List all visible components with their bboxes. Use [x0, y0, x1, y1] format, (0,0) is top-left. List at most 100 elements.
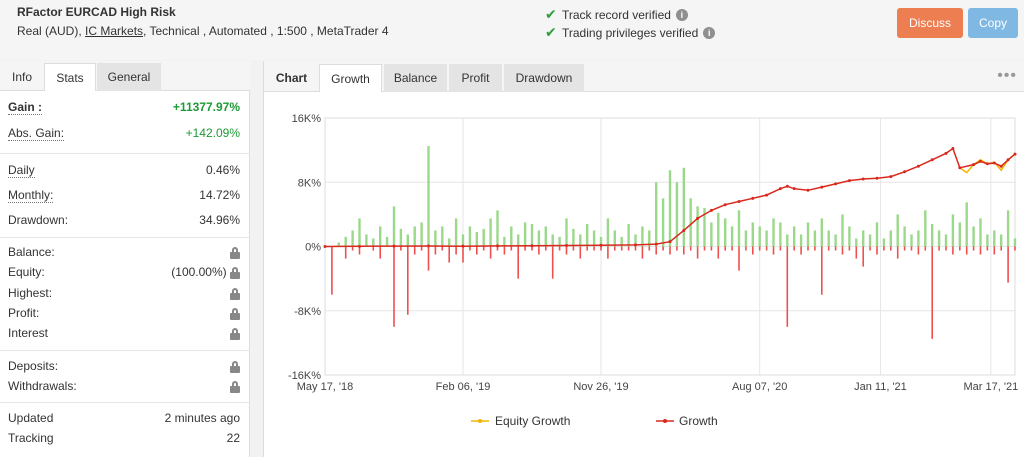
stat-monthly: Monthly: 14.72%: [8, 188, 240, 204]
bar-positive: [682, 167, 685, 247]
growth-point: [861, 177, 865, 181]
bar-positive: [696, 206, 699, 247]
bar-negative: [400, 246, 402, 251]
bar-negative: [372, 246, 375, 251]
bar-negative: [772, 246, 775, 255]
bar-negative: [1014, 246, 1016, 251]
bar-negative: [827, 246, 830, 251]
tab-general[interactable]: General: [97, 63, 161, 91]
tab-drawdown[interactable]: Drawdown: [504, 64, 584, 92]
bar-positive: [634, 234, 637, 247]
stats-panel: Info Stats General Gain : +11377.97% Abs…: [0, 61, 250, 457]
bar-negative: [931, 246, 933, 339]
stat-label: Profit:: [8, 306, 40, 320]
tab-growth[interactable]: Growth: [319, 64, 382, 92]
bar-negative: [358, 246, 361, 255]
tab-info[interactable]: Info: [11, 70, 32, 84]
bar-positive: [751, 222, 754, 247]
bar-negative: [910, 246, 913, 251]
tab-stats[interactable]: Stats: [44, 63, 96, 91]
broker-link[interactable]: IC Markets: [85, 24, 144, 38]
stat-label[interactable]: Gain :: [8, 100, 43, 115]
bar-negative: [448, 246, 450, 263]
stat-value: 34.96%: [199, 213, 240, 227]
stat-label: Deposits:: [8, 359, 59, 373]
lock-icon: [230, 380, 240, 393]
growth-point: [1006, 158, 1010, 162]
growth-point: [847, 179, 851, 183]
bar-negative: [993, 246, 996, 255]
stat-label[interactable]: Monthly:: [8, 188, 54, 203]
bar-positive: [599, 236, 603, 247]
tab-profit[interactable]: Profit: [449, 64, 502, 92]
bar-negative: [627, 246, 630, 251]
bar-positive: [1006, 210, 1010, 247]
growth-point: [599, 243, 603, 247]
bar-negative: [482, 246, 485, 251]
bar-negative: [896, 246, 899, 259]
stat-value: 22: [226, 431, 240, 445]
bar-negative: [517, 246, 519, 279]
stat-gain: Gain : +11377.97%: [8, 100, 240, 116]
chart-tabs: Chart Growth Balance Profit Drawdown •••: [264, 61, 1024, 92]
bar-negative: [689, 246, 692, 251]
bar-positive: [434, 230, 437, 247]
bar-positive: [475, 232, 478, 247]
bar-positive: [655, 182, 658, 247]
bar-negative: [696, 246, 699, 259]
bar-negative: [786, 246, 789, 327]
bar-negative: [924, 246, 927, 251]
bar-negative: [455, 246, 457, 255]
bar-negative: [427, 246, 430, 271]
growth-point: [765, 193, 769, 197]
stat-label[interactable]: Daily: [8, 163, 35, 178]
legend-growth[interactable]: Growth: [679, 414, 718, 428]
growth-point: [709, 208, 713, 212]
stat-value: +11377.97%: [172, 100, 240, 114]
bar-positive: [951, 214, 955, 247]
bar-positive: [820, 218, 823, 247]
bar-negative: [869, 246, 871, 251]
more-icon[interactable]: •••: [997, 67, 1017, 84]
bar-positive: [848, 226, 851, 247]
bar-negative: [855, 246, 858, 259]
growth-point: [972, 163, 976, 167]
legend-growth-marker: [663, 419, 667, 423]
stat-drawdown: Drawdown: 34.96%: [8, 213, 240, 229]
stat-label: Interest: [8, 326, 49, 340]
copy-button[interactable]: Copy: [968, 8, 1018, 38]
stat-label: Highest:: [8, 286, 53, 300]
bar-negative: [407, 246, 409, 315]
info-icon[interactable]: i: [675, 8, 688, 21]
lock-icon: [230, 246, 240, 259]
bar-positive: [813, 230, 817, 247]
stat-label: Drawdown:: [8, 213, 69, 227]
bar-negative: [841, 246, 844, 255]
stat-value: (100.00%): [171, 265, 227, 279]
tab-chart: Chart: [275, 71, 308, 85]
growth-chart: 16K% 8K% 0% -8K% -16K% May 17, '18 Feb 06, '1…: [288, 113, 1018, 428]
bar-positive: [613, 230, 616, 247]
bar-positive: [786, 234, 789, 247]
bar-positive: [965, 202, 968, 247]
bar-positive: [661, 198, 665, 247]
divider: [0, 237, 250, 238]
growth-point: [889, 175, 893, 179]
legend-equity-growth[interactable]: Equity Growth: [495, 414, 570, 428]
growth-point: [985, 162, 989, 166]
bar-negative: [662, 246, 664, 251]
bar-negative: [793, 246, 795, 251]
bar-negative: [683, 246, 685, 255]
discuss-button[interactable]: Discuss: [897, 8, 963, 38]
bar-negative: [676, 246, 678, 251]
info-icon[interactable]: i: [703, 26, 716, 39]
bar-positive: [979, 218, 982, 247]
bar-negative: [510, 246, 513, 251]
stat-label[interactable]: Abs. Gain:: [8, 126, 65, 141]
bar-negative: [834, 246, 837, 251]
bar-negative: [551, 246, 554, 279]
growth-point: [530, 244, 534, 248]
tab-balance[interactable]: Balance: [384, 64, 447, 92]
bar-negative: [745, 246, 747, 251]
y-tick-label: 16K%: [292, 113, 322, 125]
